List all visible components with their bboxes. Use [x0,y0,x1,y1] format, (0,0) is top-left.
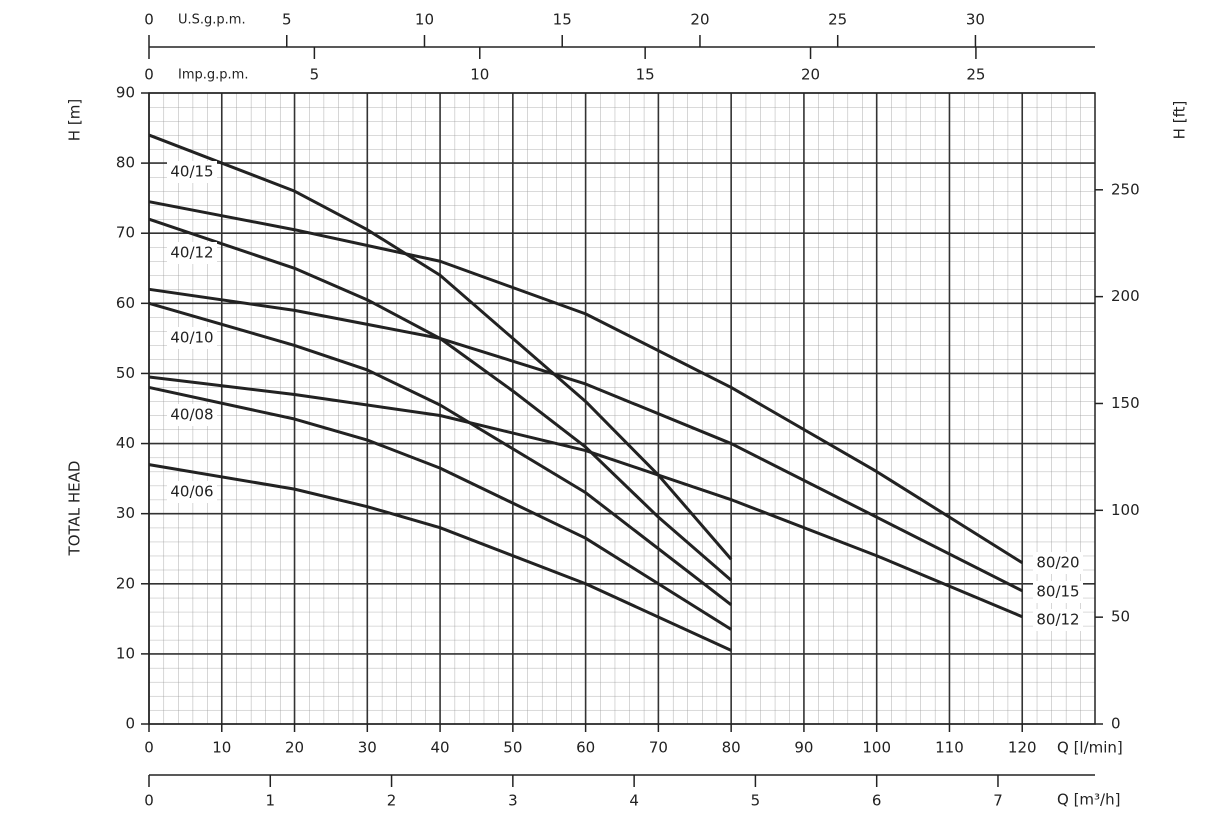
x-tick-label: 30 [358,739,377,757]
x-axis-label: Q [l/min] [1057,739,1123,757]
top-axis-label: U.S.g.p.m. [178,13,246,28]
curve [148,375,1023,619]
top-tick-label: 20 [690,11,709,29]
x-tick-label: 110 [935,739,964,757]
y2-tick-label: 100 [1111,501,1140,519]
curve [148,463,732,652]
top-tick-label: 0 [144,11,154,29]
y-axis-title: TOTAL HEAD [66,461,84,557]
top-tick-label: 10 [415,11,434,29]
bottom-tick-label: 5 [751,792,761,810]
x-tick-label: 100 [862,739,891,757]
x-tick-label: 20 [285,739,304,757]
y2-tick-label: 150 [1111,394,1140,412]
top-tick-label: 25 [966,66,985,84]
bottom-tick-label: 6 [872,792,882,810]
y-tick-label: 90 [116,84,135,102]
x-tick-label: 70 [649,739,668,757]
top-tick-label: 0 [144,66,154,84]
curve [148,200,1024,565]
label-bg [1033,581,1083,603]
y-tick-label: 40 [116,434,135,452]
y2-tick-label: 0 [1111,715,1121,733]
y-tick-label: 30 [116,504,135,522]
series-label: 40/06 [170,483,213,501]
series-label: 40/08 [170,406,213,424]
y-tick-label: 10 [116,644,135,662]
x-tick-label: 50 [503,739,522,757]
curve [148,133,733,561]
x-tick-label: 120 [1008,739,1037,757]
x-tick-label: 0 [144,739,154,757]
top-tick-label: 15 [636,66,655,84]
y-tick-label: 60 [116,294,135,312]
bottom-tick-label: 1 [266,792,276,810]
x-tick-label: 40 [431,739,450,757]
y2-tick-label: 50 [1111,608,1130,626]
y-tick-label: 80 [116,154,135,172]
series-label: 40/15 [170,163,213,181]
bottom-tick-label: 2 [387,792,397,810]
x-tick-label: 90 [794,739,813,757]
y-tick-label: 50 [116,364,135,382]
curve [148,287,1023,593]
label-bg [167,327,217,349]
bottom-tick-label: 0 [144,792,154,810]
curve [148,217,733,582]
label-bg [1033,609,1083,631]
top-axis-label: Imp.g.p.m. [178,68,248,83]
x-tick-label: 80 [722,739,741,757]
label-bg [167,242,217,264]
y-tick-label: 20 [116,574,135,592]
top-tick-label: 20 [801,66,820,84]
label-bg [167,404,217,426]
label-bg [167,481,217,503]
series-label: 40/12 [170,244,213,262]
y2-axis-label: H [ft] [1171,101,1189,140]
y2-tick-label: 250 [1111,180,1140,198]
x2-axis-label: Q [m³/h] [1057,791,1120,809]
series-label: 40/10 [170,329,213,347]
x-tick-label: 60 [576,739,595,757]
top-tick-label: 30 [966,11,985,29]
x-tick-label: 10 [212,739,231,757]
series-label: 80/20 [1036,554,1079,572]
top-tick-label: 5 [310,66,320,84]
bottom-tick-label: 3 [508,792,518,810]
curve [148,301,733,606]
top-tick-label: 15 [553,11,572,29]
top-tick-label: 5 [282,11,292,29]
bottom-tick-label: 4 [629,792,639,810]
top-tick-label: 25 [828,11,847,29]
y-tick-label: 70 [116,224,135,242]
label-bg [167,161,217,183]
y-tick-label: 0 [125,715,135,733]
top-tick-label: 10 [470,66,489,84]
y2-tick-label: 200 [1111,287,1140,305]
label-bg [1033,552,1083,574]
series-label: 80/12 [1036,611,1079,629]
series-label: 80/15 [1036,583,1079,601]
bottom-tick-label: 7 [993,792,1003,810]
curve [148,386,732,631]
plot-frame [148,92,1096,725]
y-axis-label: H [m] [66,99,84,141]
minor-grid [149,93,1095,724]
